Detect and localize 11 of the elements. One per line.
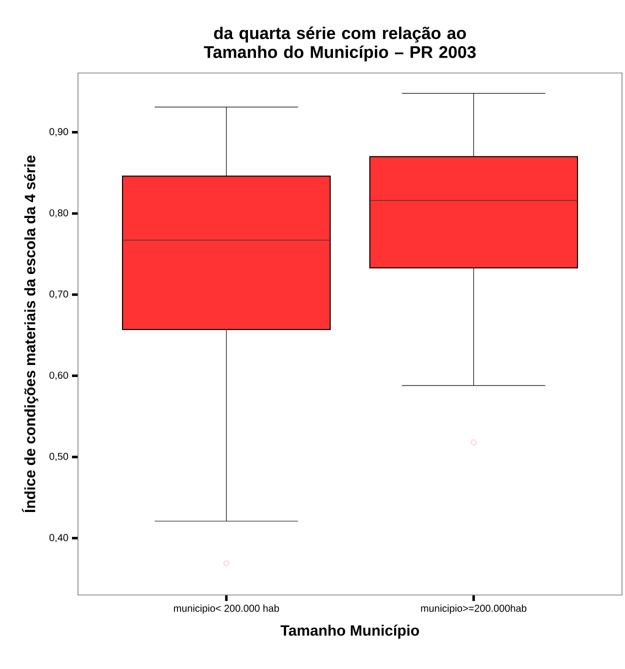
y-tick-label: 0,40 bbox=[49, 534, 68, 542]
y-tick-label: 0,50 bbox=[49, 452, 68, 462]
chart-title: da quarta série com relação ao Tamanho do Município – PR 2003 bbox=[204, 26, 476, 62]
y-tick-label: 0,60 bbox=[49, 372, 68, 380]
y-axis-title: Índice de condições materiais da escola da 4 série bbox=[22, 156, 38, 512]
y-tick-label: 0,70 bbox=[49, 290, 68, 299]
y-tick-label: 0,80 bbox=[49, 209, 68, 218]
x-tick-label: municipio>=200.000hab bbox=[421, 604, 526, 614]
x-tick-label: municipio< 200.000 hab bbox=[174, 604, 279, 614]
x-axis-title: Tamanho Município bbox=[280, 624, 420, 639]
y-tick-label: 0,90 bbox=[49, 128, 68, 136]
